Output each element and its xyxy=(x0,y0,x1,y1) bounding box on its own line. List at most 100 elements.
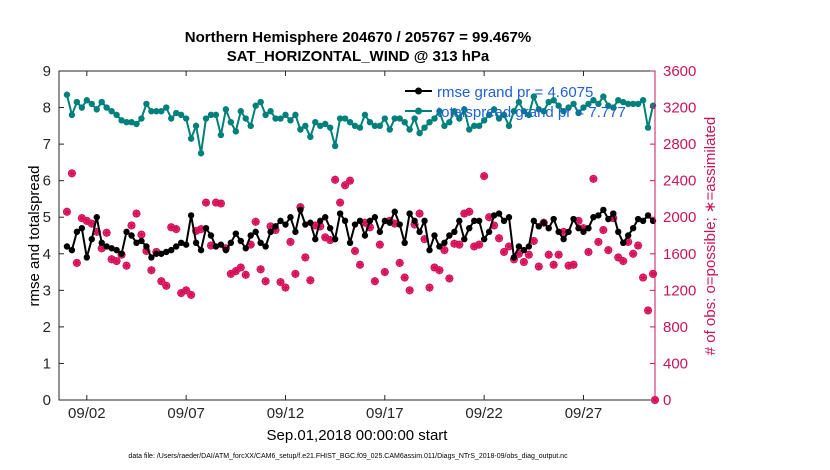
obs-assimilated-point xyxy=(137,230,146,239)
y-right-tick-label: 2800 xyxy=(663,136,696,153)
totalspread-point xyxy=(610,104,617,111)
rmse-point xyxy=(138,237,145,245)
y-right-tick-label: 1200 xyxy=(663,282,696,299)
totalspread-point xyxy=(575,109,582,117)
rmse-point xyxy=(461,235,468,243)
rmse-point xyxy=(73,228,81,236)
rmse-point xyxy=(416,228,423,236)
x-tick-label: 09/27 xyxy=(565,405,603,422)
totalspread-point xyxy=(297,126,304,133)
rmse-point xyxy=(103,243,110,250)
obs-assimilated-point xyxy=(425,283,434,292)
obs-assimilated-point xyxy=(187,290,196,299)
rmse-point xyxy=(525,243,533,250)
totalspread-point xyxy=(277,115,284,122)
rmse-point xyxy=(217,241,225,248)
obs-assimilated-point xyxy=(395,258,404,267)
rmse-point xyxy=(356,217,364,225)
obs-assimilated-point xyxy=(495,234,504,243)
obs-assimilated-point xyxy=(346,176,355,185)
obs-assimilated-point xyxy=(599,226,608,235)
rmse-point xyxy=(252,228,259,236)
obs-assimilated-point xyxy=(634,241,643,250)
rmse-point xyxy=(222,246,230,254)
obs-assimilated-point xyxy=(162,281,171,290)
chart-title-line2: SAT_HORIZONTAL_WIND @ 313 hPa xyxy=(227,48,490,65)
obs-assimilated-point xyxy=(301,253,310,262)
obs-assimilated-point xyxy=(147,266,156,275)
totalspread-point xyxy=(471,122,478,130)
totalspread-point xyxy=(202,115,210,122)
rmse-point xyxy=(456,217,463,225)
y-left-tick-label: 8 xyxy=(43,100,51,117)
rmse-point xyxy=(153,250,160,257)
rmse-point xyxy=(490,212,498,219)
rmse-point xyxy=(451,228,458,236)
totalspread-point xyxy=(237,108,244,115)
totalspread-point xyxy=(212,111,220,119)
totalspread-point xyxy=(386,126,393,133)
totalspread-point xyxy=(143,100,150,108)
totalspread-point xyxy=(73,98,81,106)
obs-assimilated-point xyxy=(480,172,489,181)
y-left-tick-label: 6 xyxy=(43,173,51,190)
totalspread-point xyxy=(550,97,557,104)
totalspread-point xyxy=(252,102,259,109)
totalspread-point xyxy=(490,106,498,113)
rmse-point xyxy=(466,224,473,232)
rmse-point xyxy=(312,235,319,243)
obs-assimilated-point xyxy=(465,207,474,216)
y-right-tick-label: 3200 xyxy=(663,100,696,117)
y-left-tick-label: 5 xyxy=(43,209,51,226)
totalspread-point xyxy=(485,111,493,119)
rmse-point xyxy=(475,217,483,225)
rmse-point xyxy=(426,246,433,254)
rmse-point xyxy=(510,254,518,261)
totalspread-point xyxy=(565,104,572,111)
rmse-point xyxy=(540,219,547,226)
rmse-point xyxy=(361,232,369,239)
totalspread-point xyxy=(421,124,428,131)
totalspread-point xyxy=(272,115,279,122)
totalspread-point xyxy=(177,111,185,119)
totalspread-point xyxy=(615,97,622,104)
rmse-point xyxy=(555,228,562,236)
totalspread-point xyxy=(227,118,235,126)
obs-assimilated-point xyxy=(112,257,121,266)
obs-assimilated-point xyxy=(281,283,290,292)
legend-rmse-marker xyxy=(415,87,422,95)
x-tick-label: 09/12 xyxy=(267,405,305,422)
obs-assimilated-point xyxy=(127,221,136,230)
obs-assimilated-point xyxy=(256,265,265,274)
rmse-point xyxy=(530,217,538,225)
footer-data-file: data file: /Users/raeder/DAI/ATM_forcXX/… xyxy=(128,453,568,460)
totalspread-point xyxy=(128,118,135,126)
rmse-point xyxy=(168,246,175,254)
obs-assimilated-point xyxy=(594,237,603,246)
obs-assimilated-point xyxy=(644,306,653,315)
totalspread-point xyxy=(466,126,473,133)
rmse-point xyxy=(331,235,339,243)
totalspread-point xyxy=(361,111,369,119)
obs-assimilated-point xyxy=(435,266,444,275)
obs-assimilated-point xyxy=(276,278,285,287)
rmse-point xyxy=(629,224,637,232)
rmse-point xyxy=(227,239,235,247)
rmse-point xyxy=(341,217,349,225)
obs-assimilated-point xyxy=(351,247,360,256)
totalspread-point xyxy=(446,118,453,126)
obs-assimilated-point xyxy=(82,216,91,225)
totalspread-point xyxy=(267,108,274,115)
totalspread-point xyxy=(441,122,448,130)
totalspread-point xyxy=(620,98,627,106)
totalspread-point xyxy=(98,98,105,106)
y-right-tick-label: 0 xyxy=(663,392,671,409)
rmse-point xyxy=(212,243,220,250)
rmse-point xyxy=(615,228,622,236)
obs-assimilated-point xyxy=(326,236,335,245)
totalspread-point xyxy=(356,124,364,131)
totalspread-point xyxy=(595,100,602,108)
totalspread-point xyxy=(217,131,225,139)
totalspread-point xyxy=(158,108,165,115)
rmse-point xyxy=(297,206,304,214)
